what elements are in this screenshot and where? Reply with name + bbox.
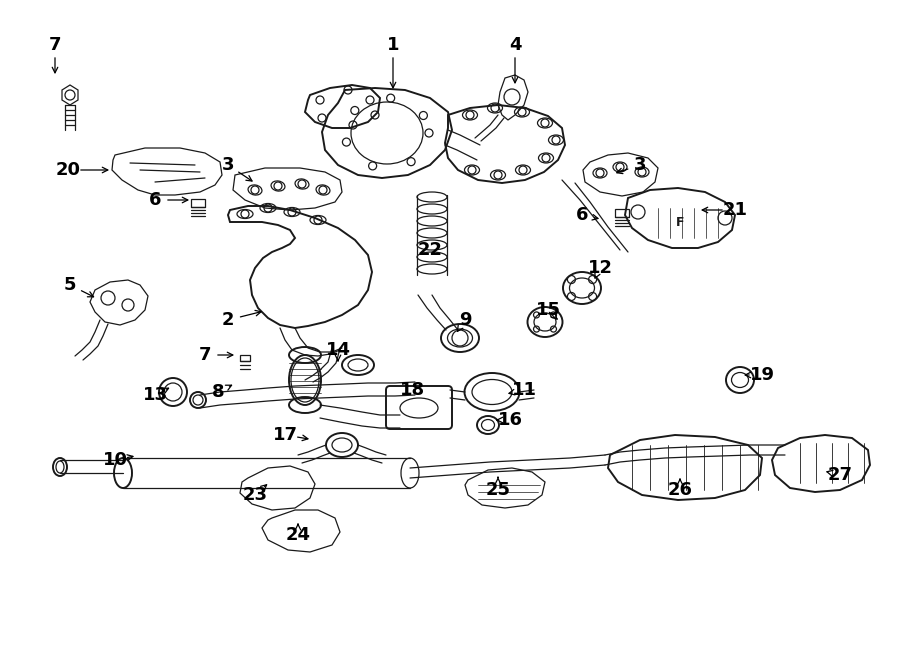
Text: 12: 12 [588,259,613,277]
Text: 6: 6 [576,206,589,224]
Text: 14: 14 [326,341,350,359]
Text: 1: 1 [387,36,400,54]
Text: 17: 17 [273,426,298,444]
Text: 6: 6 [148,191,161,209]
Text: 24: 24 [285,526,310,544]
Text: 26: 26 [668,481,692,499]
Text: 22: 22 [418,241,443,259]
Text: 3: 3 [221,156,234,174]
Text: 7: 7 [49,36,61,54]
Text: 8: 8 [212,383,224,401]
Text: F: F [676,217,684,229]
Text: 25: 25 [485,481,510,499]
Text: 3: 3 [634,156,646,174]
Text: 21: 21 [723,201,748,219]
Text: 20: 20 [56,161,80,179]
Text: 9: 9 [459,311,472,329]
Text: 19: 19 [750,366,775,384]
Text: 11: 11 [511,381,536,399]
Text: 23: 23 [242,486,267,504]
Text: 13: 13 [142,386,167,404]
Text: 5: 5 [64,276,76,294]
Text: 18: 18 [400,381,425,399]
Text: 16: 16 [498,411,523,429]
Text: 10: 10 [103,451,128,469]
Text: 7: 7 [199,346,212,364]
Text: 4: 4 [508,36,521,54]
Text: 2: 2 [221,311,234,329]
Text: 15: 15 [536,301,561,319]
Text: 27: 27 [827,466,852,484]
